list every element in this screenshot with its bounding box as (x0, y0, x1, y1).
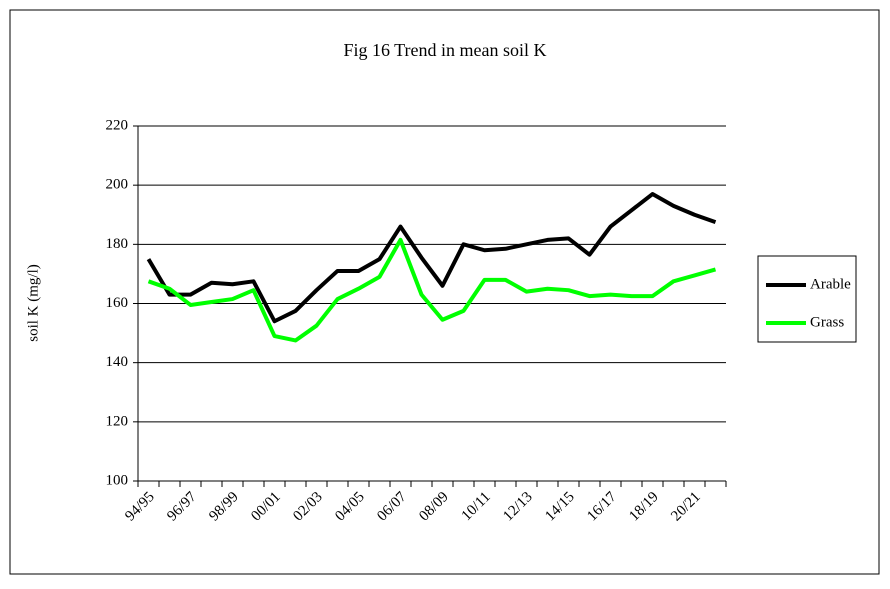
line-series (147, 237, 717, 343)
legend-label: Arable (810, 276, 851, 292)
y-axis-label: soil K (mg/l) (25, 264, 41, 342)
chart-border (9, 9, 880, 575)
y-tick-label: 160 (106, 295, 129, 311)
legend-box (757, 255, 857, 343)
y-tick-label: 100 (106, 472, 129, 488)
chart-title: Fig 16 Trend in mean soil K (343, 40, 546, 60)
legend-label: Grass (810, 314, 844, 330)
y-tick-label: 200 (106, 177, 129, 193)
y-tick-label: 140 (106, 354, 129, 370)
y-tick-label: 120 (106, 413, 129, 429)
y-tick-label: 220 (106, 117, 129, 133)
y-tick-label: 180 (106, 236, 129, 252)
line-series (146, 192, 717, 324)
